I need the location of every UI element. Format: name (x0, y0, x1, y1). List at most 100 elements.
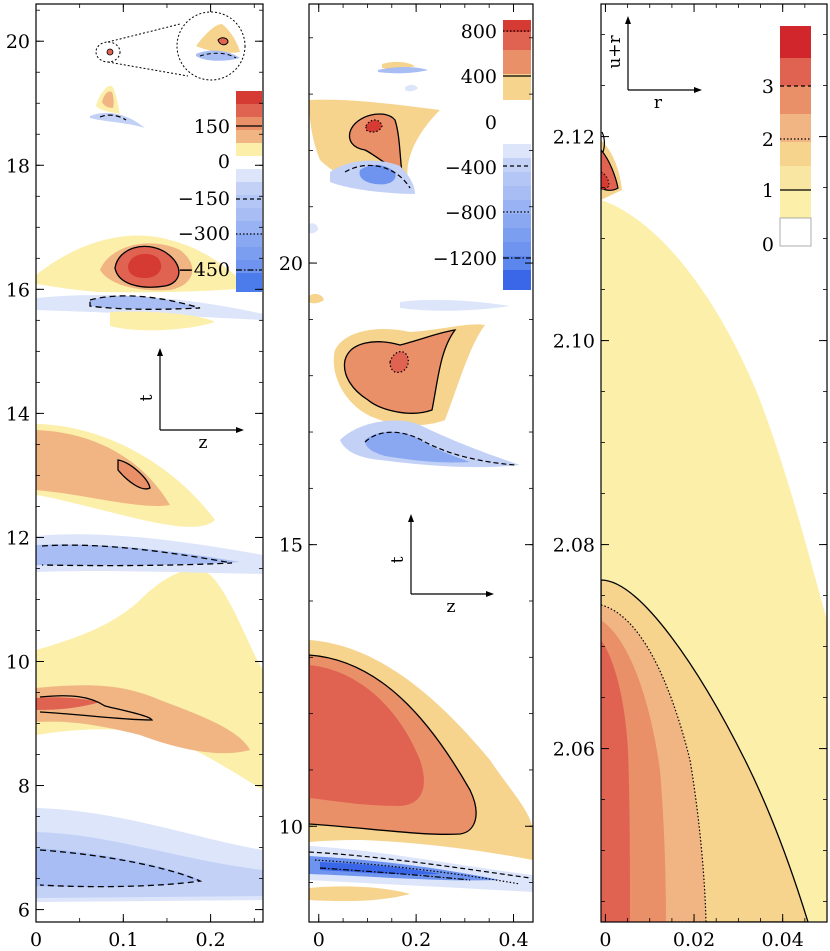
panel-a-contour-pos-13 (117, 459, 151, 490)
panel-b-cb-label-800: 800 (461, 21, 497, 43)
y-tick-label: 18 (6, 155, 30, 177)
panel-b-pos-lobe-18-core (389, 351, 409, 373)
panel-a-pos-lobe-16-peak (128, 253, 162, 278)
panel-a-ticks: 0 0.1 0.2 6 8 10 12 14 16 18 20 (6, 4, 263, 951)
panel-a-axes-indicator: t z (137, 348, 244, 453)
panel-b-plot (309, 61, 533, 902)
inset-connector-bottom (107, 61, 189, 77)
panel-a-neg-band-15-core (90, 295, 200, 310)
panel-b-cb-label-0: 0 (485, 112, 497, 134)
panel-a-plot (36, 85, 263, 902)
panel-a-pos-lobe-19-mid (102, 91, 114, 108)
y-tick-label: 2.06 (553, 739, 595, 761)
panel-a-contour-neg-11 (41, 544, 233, 567)
panel-b-contour-neg-9a (309, 851, 531, 879)
panel-b-pos-bottom (309, 886, 410, 902)
panel-b-contour-neg-21 (344, 164, 411, 189)
y-tick-label: 8 (18, 776, 30, 798)
panel-b-neg-lobe-24 (378, 67, 428, 74)
panel-c-ylabel: u+r (605, 34, 625, 68)
x-tick-label: 0.1 (108, 929, 138, 951)
x-tick-label: 0 (30, 929, 42, 951)
x-tick-label: 0.2 (401, 929, 431, 951)
x-tick-label: 0.04 (762, 929, 804, 951)
panel-a-neg-band-6-core (36, 848, 200, 888)
panel-a-pos-big (36, 569, 263, 790)
y-tick-label: 16 (6, 279, 30, 301)
panel-c-pos-lower-l5 (601, 640, 630, 922)
x-tick-label: 0.4 (498, 929, 528, 951)
panel-a-pos-below (110, 311, 215, 331)
panel-a-cb-label-m150: −150 (178, 188, 230, 210)
panel-c-axes-indicator: u+r r (605, 16, 702, 113)
y-tick-label: 10 (279, 816, 303, 838)
inset-source-dot (106, 48, 114, 56)
y-tick-label: 20 (279, 253, 303, 275)
panel-c-colorbar: 3 2 1 0 (762, 26, 812, 256)
y-tick-label: 10 (6, 651, 30, 673)
panel-b-contour-neg-17 (364, 431, 516, 466)
panel-b-ticks: 0 0.2 0.4 10 15 20 (279, 4, 533, 951)
y-tick-label: 2.08 (553, 535, 595, 557)
panel-c-cb-label-2: 2 (762, 129, 774, 151)
panel-c-cb-label-0: 0 (762, 234, 774, 256)
y-tick-label: 2.10 (553, 331, 595, 353)
panel-b-neg-small (400, 299, 510, 311)
x-tick-label: 0.2 (196, 929, 226, 951)
panel-b-neg-band-9-peak (320, 862, 440, 875)
panel-b-neg-band-9-core (309, 856, 500, 881)
inset-neg-lobe (196, 50, 240, 61)
inset-pos-lobe (196, 24, 240, 53)
panel-a-contour-neg-15 (89, 295, 201, 310)
panel-b-colorbar: 800 400 0 −400 −800 −1200 (433, 20, 531, 290)
y-tick-label: 12 (6, 527, 30, 549)
panel-c-pos-right-band (601, 200, 827, 922)
panel-c-contour-top-tip (601, 131, 605, 153)
panel-b-axes-indicator: t z (388, 514, 494, 617)
panel-a-frame (35, 3, 264, 923)
x-tick-label: 0 (313, 929, 325, 951)
panel-a-contour-neg-19 (99, 114, 127, 121)
inset-contour-neg (199, 52, 237, 59)
panel-b-neg-lobe-21-core (359, 164, 396, 185)
y-tick-label: 2.12 (553, 127, 595, 149)
panel-c-cb-label-1: 1 (762, 180, 774, 202)
panel-c-plot (601, 131, 827, 922)
panel-c-cb-frame-bottom (779, 217, 812, 247)
panel-b-pos-big-core (309, 665, 424, 806)
y-tick-label: 14 (6, 403, 30, 425)
panel-b-cb-label-m400: −400 (445, 157, 497, 179)
panel-a-pos-core (36, 697, 100, 710)
panel-b-pos-small (309, 293, 324, 304)
panel-b-cb-label-400: 400 (461, 66, 497, 88)
panel-b-pos-lobe-22-core (365, 119, 383, 133)
panel-b-neg-small-top (405, 84, 418, 92)
panel-b-neg-small-left (309, 223, 318, 234)
panel-a-contour-neg-6 (39, 849, 203, 888)
panel-a-colorbar: 150 0 −150 −300 −450 (178, 91, 262, 292)
panel-b-xlabel: z (447, 597, 456, 617)
panel-b-frame (308, 3, 534, 923)
y-tick-label: 15 (279, 535, 303, 557)
y-tick-label: 20 (6, 31, 30, 53)
x-tick-label: 0 (599, 929, 611, 951)
panel-a-neg-lobe-19 (90, 112, 145, 128)
inset-pos-core (217, 37, 229, 46)
panel-a-xlabel: z (199, 433, 208, 453)
panel-a-cb-label-150: 150 (194, 116, 230, 138)
panel-c-pos-top-peak (601, 171, 610, 190)
panel-a-inset (95, 11, 246, 81)
panel-a-pos-lobe-13-mid (36, 430, 170, 507)
panel-b-cb-label-m800: −800 (445, 202, 497, 224)
panel-b-ylabel: t (388, 556, 408, 563)
panel-a-cb-label-m450: −450 (178, 259, 230, 281)
y-tick-label: 6 (18, 900, 30, 922)
panel-b-neg-lobe-17-core (365, 431, 470, 463)
panel-b-cb-label-m1200: −1200 (433, 248, 497, 270)
panel-c-xlabel: r (654, 93, 663, 113)
panel-c-frame (600, 3, 828, 923)
panel-a-cb-label-m300: −300 (178, 223, 230, 245)
panel-c-cb-label-3: 3 (762, 76, 774, 98)
panel-a-cb-label-0: 0 (218, 151, 230, 173)
x-tick-label: 0.02 (673, 929, 715, 951)
